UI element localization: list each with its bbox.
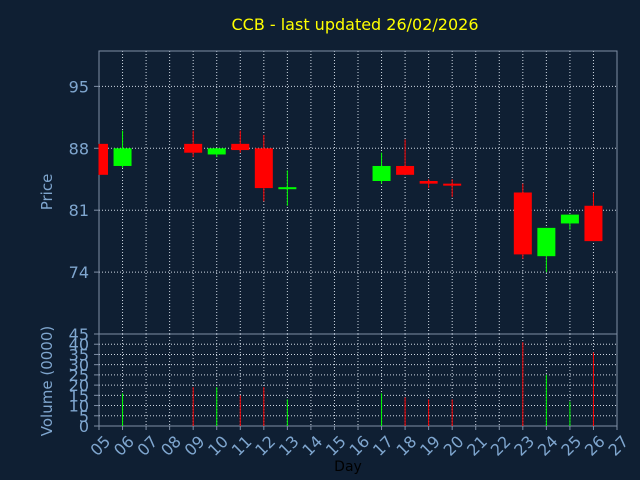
volume-tick-label: 25: [69, 366, 89, 385]
candle: [207, 148, 226, 158]
candle: [513, 183, 532, 259]
candle-body: [99, 143, 108, 175]
candle-body: [443, 183, 462, 186]
candle-body: [537, 227, 556, 257]
price-tick-label: 81: [69, 201, 89, 220]
candle: [584, 192, 603, 242]
candle-body: [560, 214, 579, 224]
candle: [419, 179, 438, 189]
candle-body: [113, 148, 132, 166]
price-tick-label: 88: [69, 139, 89, 158]
candle: [537, 227, 556, 273]
candle-body: [231, 143, 250, 151]
candle: [560, 214, 579, 230]
x-axis: 0506070809101112131415161718192021222324…: [86, 426, 632, 460]
candle: [372, 152, 391, 184]
candle-body: [584, 205, 603, 242]
volume-tick-label: 20: [69, 376, 89, 395]
volume-axis-label: Volume (0000): [38, 326, 56, 436]
candle: [113, 130, 132, 168]
x-axis-label: Day: [334, 459, 362, 475]
volume-tick-label: 15: [69, 386, 89, 405]
candle: [443, 179, 462, 197]
candle-body: [207, 148, 226, 155]
candle-body: [396, 165, 415, 175]
candle: [278, 170, 297, 206]
candle-body: [278, 187, 297, 190]
volume-tick-label: 30: [69, 356, 89, 375]
candle-body: [184, 143, 203, 153]
candle: [184, 130, 203, 158]
candle-body: [254, 148, 273, 189]
volume-tick-label: 5: [79, 407, 89, 426]
chart-title: CCB - last updated 26/02/2026: [231, 15, 478, 34]
volume-tick-label: 35: [69, 345, 89, 364]
candle-body: [372, 165, 391, 182]
candle-body: [419, 181, 438, 184]
volume-tick-label: 10: [69, 397, 89, 416]
candle: [396, 139, 415, 175]
volume-tick-label: 0: [79, 417, 89, 436]
price-panel: 74 81 88 95: [69, 50, 618, 335]
candle: [254, 135, 273, 202]
candle: [98, 143, 108, 175]
price-axis-label: Price: [38, 174, 56, 211]
price-tick-label: 74: [69, 263, 89, 282]
price-tick-label: 95: [69, 77, 89, 96]
x-tick-label: 27: [604, 432, 632, 460]
candle: [231, 130, 250, 153]
candle-body: [513, 192, 532, 255]
volume-tick-label: 45: [69, 325, 89, 344]
volume-tick-label: 40: [69, 335, 89, 354]
